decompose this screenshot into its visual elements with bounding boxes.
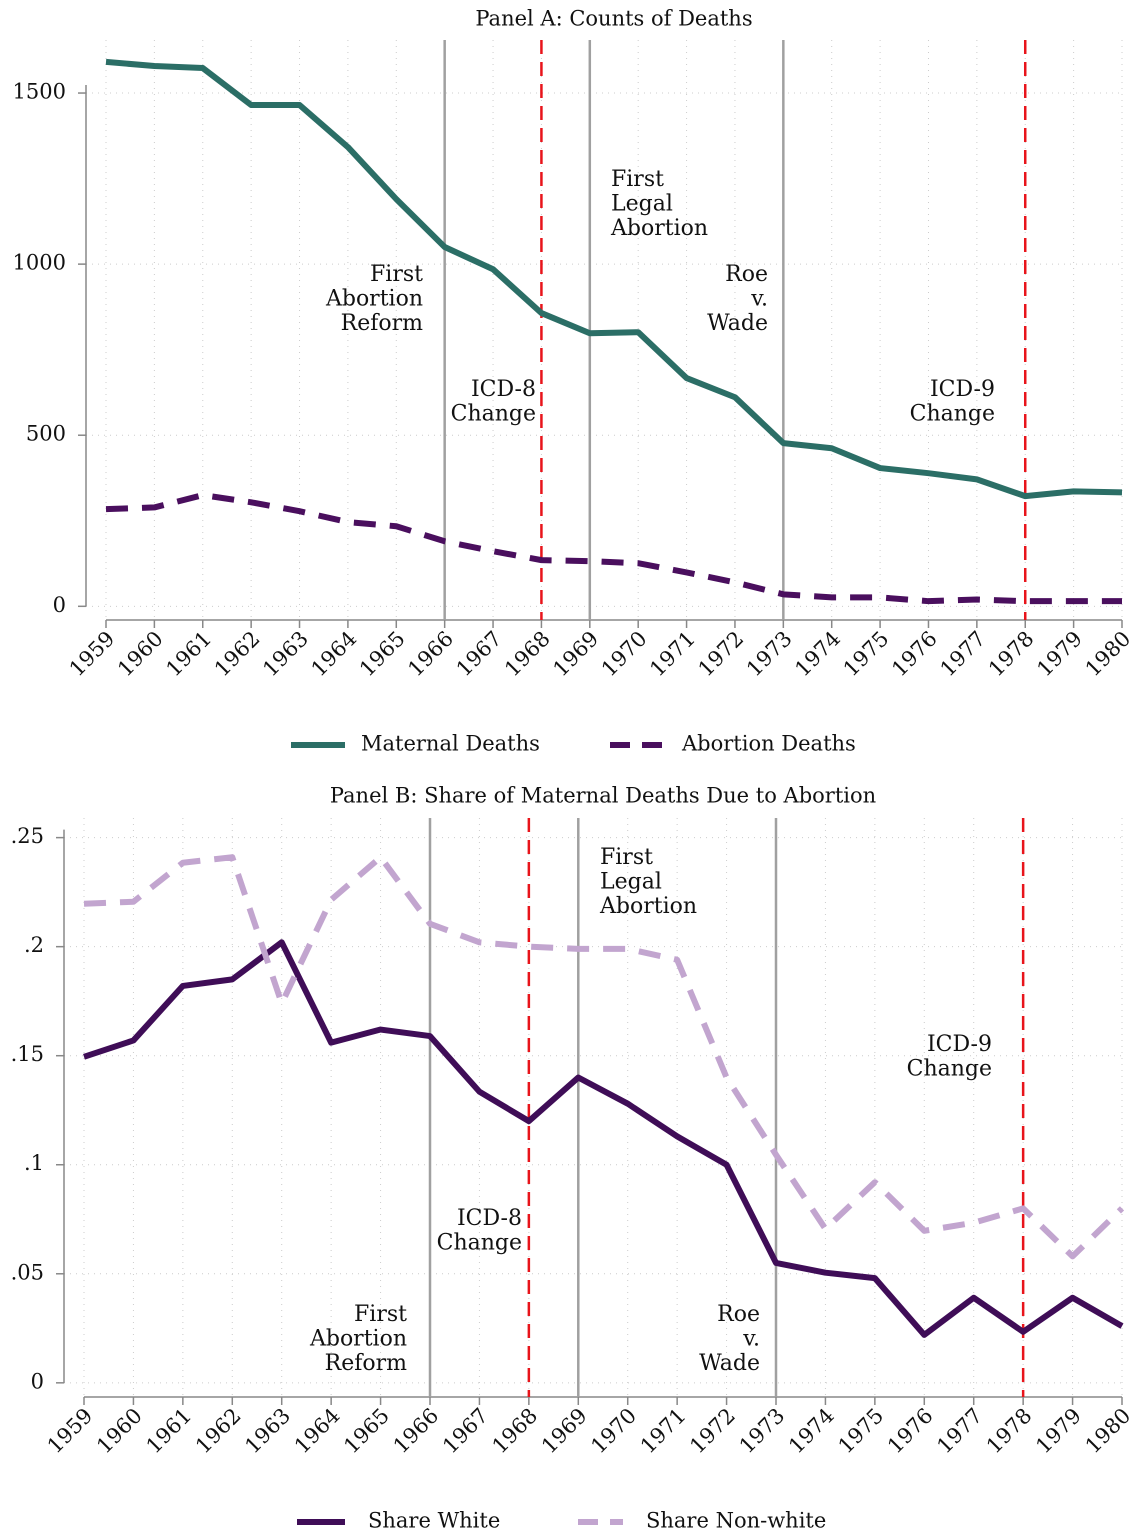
x-tick-label: 1962 [191, 1403, 246, 1458]
annotation: First [354, 1302, 407, 1327]
y-tick-label: .05 [11, 1260, 44, 1284]
legend-label: Share Non-white [646, 1509, 826, 1533]
x-tick-label: 1961 [161, 626, 216, 681]
x-tick-label: 1973 [742, 626, 797, 681]
x-tick-label: 1978 [982, 1403, 1037, 1458]
x-tick-label: 1969 [548, 626, 603, 681]
annotation: Change [910, 402, 995, 427]
annotation: Roe [725, 262, 768, 287]
annotation: Legal [600, 870, 662, 895]
annotation: ICD-8 [471, 377, 536, 402]
chart-title: Panel B: Share of Maternal Deaths Due to… [330, 784, 876, 808]
annotation: First [370, 262, 423, 287]
annotation: v. [750, 287, 768, 312]
x-tick-label: 1965 [355, 626, 410, 681]
y-tick-label: 500 [26, 422, 66, 446]
x-tick-label: 1961 [142, 1403, 197, 1458]
x-tick-label: 1963 [258, 626, 313, 681]
x-tick-label: 1968 [488, 1403, 543, 1458]
x-tick-label: 1964 [307, 626, 362, 681]
annotation: Abortion [599, 894, 697, 919]
x-tick-label: 1966 [403, 626, 458, 681]
x-tick-label: 1973 [735, 1403, 790, 1458]
annotation: Legal [611, 192, 673, 217]
x-tick-label: 1960 [113, 626, 168, 681]
x-tick-label: 1977 [936, 626, 991, 681]
annotation: Change [451, 402, 536, 427]
annotation: Reform [325, 1351, 407, 1376]
x-tick-label: 1975 [834, 1403, 889, 1458]
x-tick-label: 1970 [597, 626, 652, 681]
x-tick-label: 1964 [290, 1403, 345, 1458]
x-tick-label: 1967 [438, 1403, 493, 1458]
annotation: Change [907, 1057, 992, 1082]
x-tick-label: 1960 [92, 1403, 147, 1458]
x-tick-label: 1971 [645, 626, 700, 681]
annotation: First [600, 845, 653, 870]
annotation: Abortion [610, 216, 708, 241]
y-tick-label: 1500 [13, 80, 66, 104]
y-tick-label: .25 [11, 824, 44, 848]
legend-label: Maternal Deaths [361, 732, 540, 756]
series-line [83, 854, 1125, 1260]
x-tick-label: 1976 [883, 1403, 938, 1458]
x-tick-label: 1980 [1081, 1403, 1134, 1458]
series-line [105, 492, 1122, 605]
annotation: ICD-8 [457, 1206, 522, 1231]
x-tick-label: 1959 [65, 626, 120, 681]
x-tick-label: 1968 [500, 626, 555, 681]
x-tick-label: 1972 [685, 1403, 740, 1458]
series-line [83, 939, 1124, 1338]
x-tick-label: 1963 [240, 1403, 295, 1458]
x-tick-label: 1959 [43, 1403, 98, 1458]
y-tick-label: .15 [11, 1042, 44, 1066]
x-tick-label: 1967 [452, 626, 507, 681]
annotation: Change [437, 1231, 522, 1256]
annotation: Wade [699, 1351, 760, 1376]
x-tick-label: 1970 [586, 1403, 641, 1458]
x-tick-label: 1976 [887, 626, 942, 681]
y-tick-label: .2 [24, 933, 44, 957]
annotation: First [611, 167, 664, 192]
x-tick-label: 1962 [210, 626, 265, 681]
y-tick-label: .1 [24, 1151, 44, 1175]
y-tick-label: 0 [31, 1369, 44, 1393]
x-tick-label: 1974 [790, 626, 845, 681]
x-tick-label: 1979 [1032, 626, 1087, 681]
annotation: ICD-9 [927, 1032, 992, 1057]
legend-label: Abortion Deaths [681, 732, 856, 756]
x-tick-label: 1972 [694, 626, 749, 681]
annotation: Wade [707, 311, 768, 336]
x-tick-label: 1980 [1081, 626, 1134, 681]
x-tick-label: 1969 [537, 1403, 592, 1458]
annotation: Reform [341, 311, 423, 336]
annotation: ICD-9 [930, 377, 995, 402]
x-tick-label: 1975 [839, 626, 894, 681]
series-line [105, 58, 1123, 500]
annotation: Roe [717, 1302, 760, 1327]
annotation: Abortion [309, 1327, 407, 1352]
annotation: Abortion [325, 287, 423, 312]
legend-label: Share White [368, 1509, 500, 1533]
x-tick-label: 1971 [636, 1403, 691, 1458]
y-tick-label: 1000 [13, 251, 66, 275]
x-tick-label: 1977 [932, 1403, 987, 1458]
x-tick-label: 1966 [389, 1403, 444, 1458]
chart-title: Panel A: Counts of Deaths [475, 7, 752, 31]
x-tick-label: 1974 [784, 1403, 839, 1458]
annotation: v. [742, 1327, 760, 1352]
x-tick-label: 1965 [339, 1403, 394, 1458]
y-tick-label: 0 [53, 593, 66, 617]
x-tick-label: 1979 [1031, 1403, 1086, 1458]
x-tick-label: 1978 [984, 626, 1039, 681]
